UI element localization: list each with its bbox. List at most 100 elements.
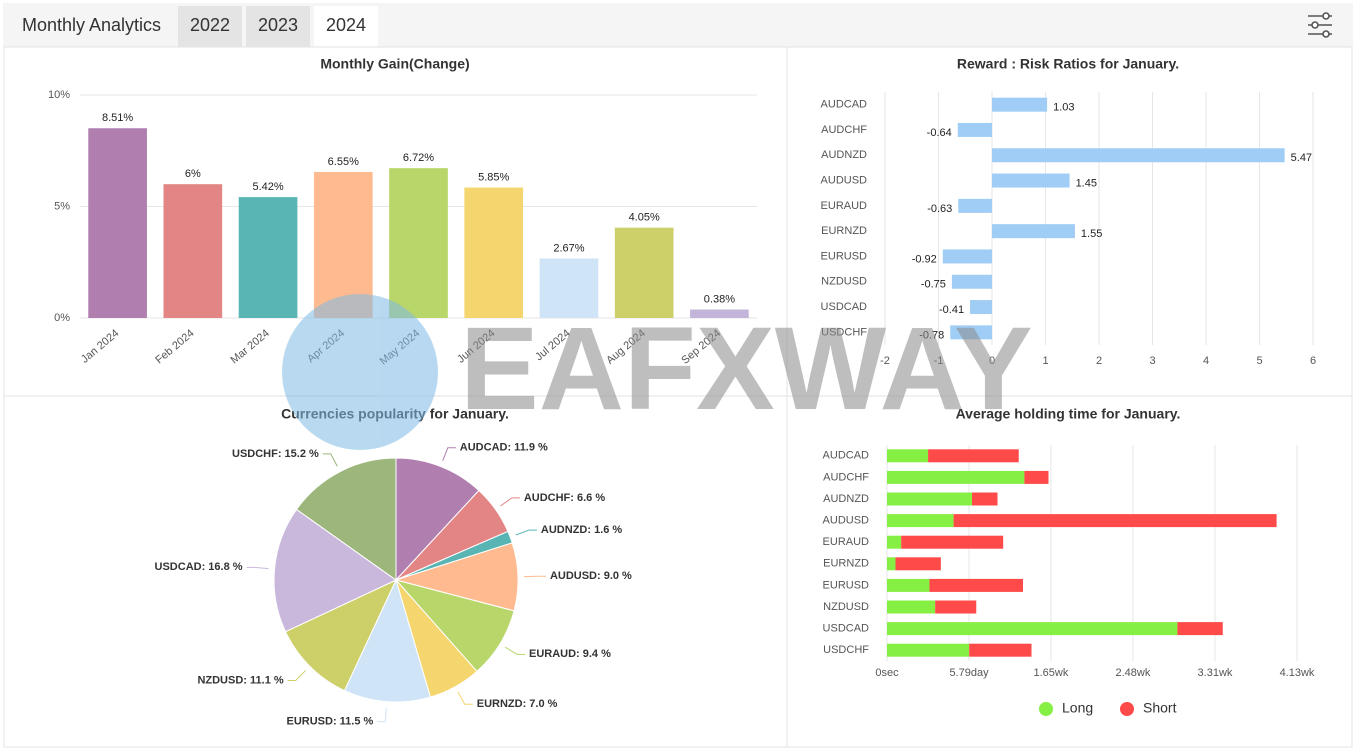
legend-marker[interactable] <box>1120 702 1134 716</box>
value-label: -0.63 <box>927 203 952 215</box>
pie-slice <box>395 457 480 582</box>
bar-segment <box>929 578 1024 592</box>
value-label: -0.75 <box>921 279 946 291</box>
y-tick-label: AUDCAD <box>821 99 868 111</box>
x-tick-label: 4.13wk <box>1280 667 1315 679</box>
leader-line <box>322 453 338 467</box>
y-tick-label: AUDUSD <box>821 174 868 186</box>
bar <box>958 198 992 213</box>
y-tick-label: NZDUSD <box>823 601 869 613</box>
x-tick-label: 1 <box>1042 355 1048 367</box>
legend-label[interactable]: Long <box>1062 700 1093 716</box>
bar-segment <box>887 578 930 592</box>
slice-label: EURAUD: 9.4 % <box>529 648 611 660</box>
bar-segment <box>901 535 1004 549</box>
bar <box>163 184 223 318</box>
value-label: -0.41 <box>939 304 964 316</box>
bar-segment <box>887 643 970 657</box>
y-tick-label: AUDCHF <box>823 471 869 483</box>
tab-label[interactable]: 2022 <box>190 15 230 35</box>
x-tick-label: 2 <box>1096 355 1102 367</box>
watermark-text: EAFXWAY <box>460 303 1033 435</box>
tab[interactable] <box>314 6 378 47</box>
filter-icon[interactable] <box>1308 12 1332 38</box>
watermark: EAFXWAY <box>282 294 1033 450</box>
y-tick-label: AUDNZD <box>823 493 869 505</box>
y-tick-label: AUDCHF <box>821 124 867 136</box>
slice-label: NZDUSD: 11.1 % <box>197 674 283 686</box>
bar <box>992 148 1285 163</box>
value-label: 8.51% <box>102 112 133 124</box>
value-label: 5.47 <box>1291 152 1312 164</box>
tab[interactable] <box>246 6 310 47</box>
panel-borders <box>3 46 1353 748</box>
bar <box>464 187 524 318</box>
value-label: 6.72% <box>403 152 434 164</box>
leader-line <box>442 447 456 462</box>
y-tick-label: EURNZD <box>821 225 867 237</box>
bar <box>992 173 1070 188</box>
bar-segment <box>969 643 1032 657</box>
value-label: -0.78 <box>919 329 944 341</box>
bar-segment <box>887 449 929 463</box>
legend-label[interactable]: Short <box>1143 700 1177 716</box>
x-tick-label: 2.48wk <box>1116 667 1151 679</box>
x-tick-label: -1 <box>934 355 944 367</box>
chart-title: Average holding time for January. <box>956 406 1181 422</box>
chart-title: Monthly Gain(Change) <box>320 56 469 72</box>
bar-segment <box>887 470 1025 484</box>
bar <box>614 227 674 318</box>
bar <box>539 258 599 318</box>
tabs: 2022 2023 2024 <box>178 6 378 47</box>
pie-slice <box>295 457 397 581</box>
value-label: -0.64 <box>927 127 952 139</box>
y-tick-label: AUDNZD <box>821 149 867 161</box>
bar <box>970 300 992 315</box>
slice-label: AUDCHF: 6.6 % <box>524 492 606 504</box>
y-tick-label: AUDCAD <box>823 450 870 462</box>
charts: Monthly Gain(Change)0%5%10%8.51%Jan 2024… <box>48 56 1316 728</box>
value-label: 2.67% <box>553 242 584 254</box>
x-tick-label: -2 <box>880 355 890 367</box>
bar-segment <box>887 535 902 549</box>
x-tick-label: 3 <box>1149 355 1155 367</box>
bar-segment <box>953 514 1277 528</box>
value-label: 6.55% <box>328 156 359 168</box>
y-tick-label: USDCAD <box>823 623 870 635</box>
slice-label: AUDNZD: 1.6 % <box>541 524 623 536</box>
value-label: 4.05% <box>629 212 660 224</box>
leader-line <box>515 529 537 536</box>
bar <box>88 128 147 318</box>
value-label: -0.92 <box>912 253 937 265</box>
bar <box>238 197 298 318</box>
x-tick-label: 6 <box>1310 355 1316 367</box>
y-tick-label: EURUSD <box>823 579 870 591</box>
tab-label[interactable]: 2023 <box>258 15 298 35</box>
bar <box>992 97 1048 112</box>
bar <box>690 309 749 318</box>
bar-segment <box>972 492 998 506</box>
x-tick-label: 5.79day <box>949 667 989 679</box>
leader-line <box>377 707 387 723</box>
value-label: 6% <box>185 168 201 180</box>
slice-label: USDCHF: 15.2 % <box>232 448 319 460</box>
y-tick-label: EURNZD <box>823 558 869 570</box>
bar-segment <box>887 514 954 528</box>
bar-segment <box>895 557 941 571</box>
legend-marker[interactable] <box>1039 702 1053 716</box>
bar <box>313 171 373 318</box>
slice-label: AUDCAD: 11.9 % <box>460 442 548 454</box>
leader-line <box>246 566 269 570</box>
chart-title: Reward : Risk Ratios for January. <box>957 56 1179 72</box>
bar-segment <box>935 600 977 614</box>
y-tick-label: EURAUD <box>823 536 870 548</box>
bar <box>957 122 992 137</box>
bar <box>951 274 992 289</box>
x-tick-label: 0 <box>989 355 995 367</box>
tab[interactable] <box>178 6 242 47</box>
tab-label[interactable]: 2024 <box>326 15 366 35</box>
slice-label: EURUSD: 11.5 % <box>287 716 374 728</box>
value-label: 1.03 <box>1053 102 1074 114</box>
header-title: Monthly Analytics <box>22 15 161 35</box>
bar-segment <box>887 492 973 506</box>
